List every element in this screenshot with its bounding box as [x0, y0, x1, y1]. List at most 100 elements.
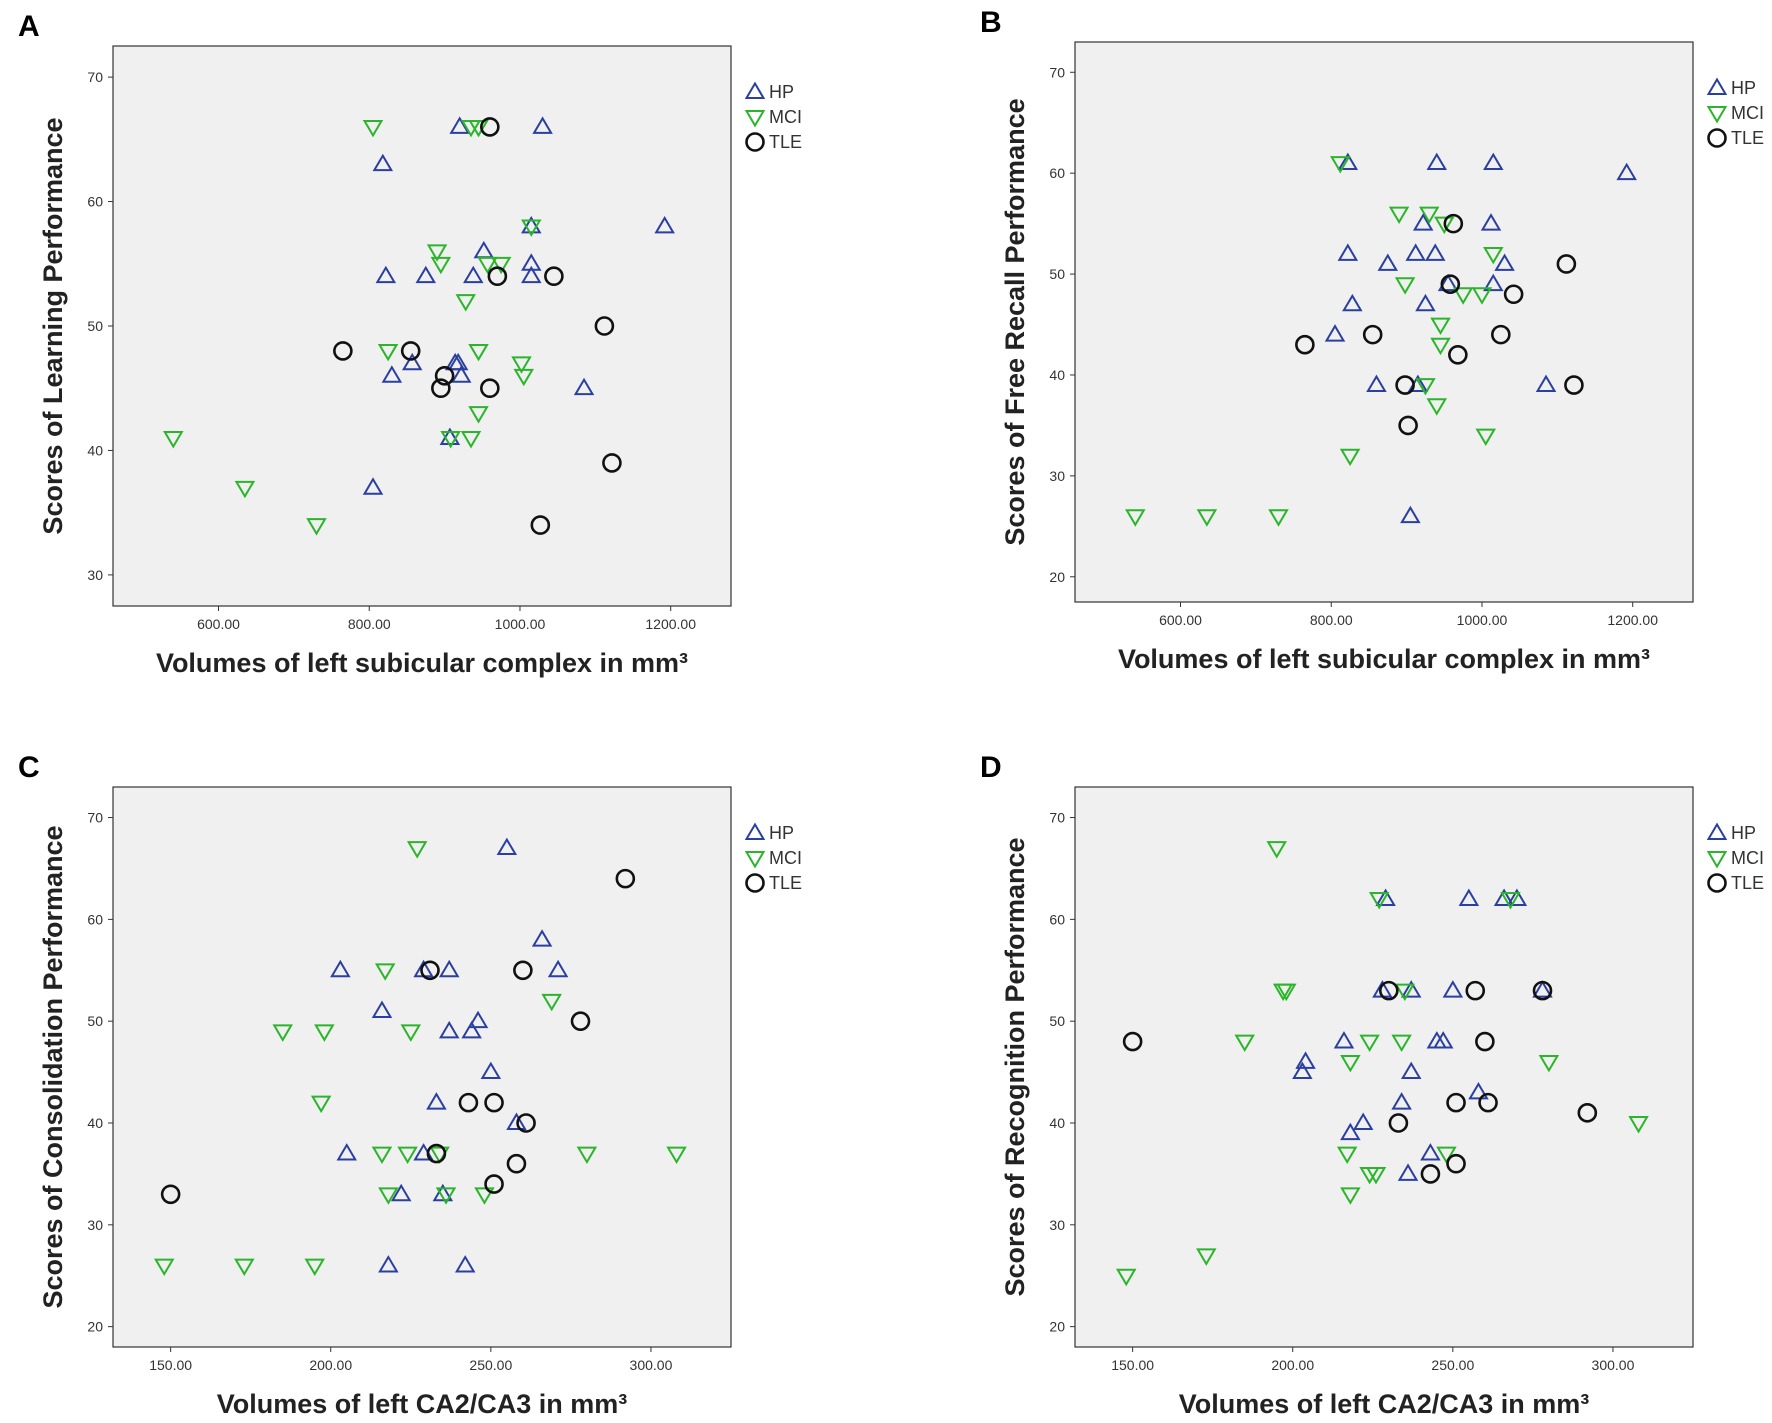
x-tick-label: 300.00: [630, 1357, 673, 1373]
point-hp: [1400, 1061, 1422, 1080]
legend-marker-mci: [1706, 106, 1728, 124]
point-hp: [1493, 888, 1515, 906]
point-mci: [1483, 246, 1504, 265]
point-mci: [272, 1024, 293, 1042]
x-tick-label: 1000.00: [495, 616, 546, 632]
point-hp: [1400, 980, 1422, 998]
legend-marker-hp: [1706, 77, 1728, 95]
point-tle: [1362, 324, 1383, 345]
point-hp: [438, 1020, 460, 1039]
point-hp: [1535, 374, 1557, 393]
point-hp: [1340, 1122, 1361, 1141]
point-hp: [1415, 293, 1436, 312]
point-mci: [153, 1258, 175, 1277]
y-tick-label: 30: [87, 567, 103, 583]
point-hp: [1412, 213, 1434, 231]
point-tle: [1122, 1031, 1143, 1052]
point-tle: [1395, 375, 1415, 395]
point-mci: [1475, 428, 1496, 446]
point-mci: [1196, 509, 1218, 527]
point-tle: [426, 1143, 447, 1164]
x-tick-label: 1000.00: [1457, 612, 1508, 628]
point-hp: [531, 929, 553, 947]
point-hp: [654, 215, 675, 234]
point-hp: [1324, 324, 1346, 342]
point-tle: [1443, 213, 1464, 234]
point-mci: [234, 1258, 255, 1277]
panel-letter: C: [18, 751, 40, 784]
point-mci: [310, 1095, 332, 1114]
legend-label-tle: TLE: [1731, 128, 1764, 148]
point-tle: [160, 1184, 181, 1205]
point-mci: [377, 343, 399, 362]
point-mci: [541, 993, 562, 1012]
legend-marker-tle: [1707, 128, 1727, 148]
point-mci: [378, 1187, 399, 1205]
y-tick-label: 60: [1049, 911, 1065, 927]
point-tle: [602, 453, 622, 473]
point-mci: [1471, 287, 1493, 305]
point-tle: [1491, 324, 1511, 345]
point-mci: [1339, 448, 1361, 467]
point-mci: [1415, 378, 1436, 396]
point-mci: [474, 1187, 495, 1205]
point-tle: [1532, 980, 1553, 1001]
point-tle: [484, 1092, 504, 1113]
x-tick-label: 600.00: [1159, 612, 1202, 628]
point-hp: [521, 215, 542, 234]
point-mci: [468, 343, 489, 362]
point-tle: [458, 1092, 479, 1113]
point-mci: [468, 119, 489, 138]
panel-letter: D: [980, 751, 1002, 784]
point-hp: [454, 1255, 476, 1273]
point-tle: [1448, 344, 1468, 365]
point-mci: [362, 119, 384, 138]
y-tick-label: 20: [87, 1319, 103, 1335]
point-hp: [381, 365, 403, 383]
legend-label-tle: TLE: [769, 132, 802, 152]
point-hp: [449, 116, 470, 134]
point-hp: [1468, 1081, 1489, 1100]
point-mci: [1234, 1034, 1255, 1053]
point-mci: [1434, 216, 1455, 235]
legend-marker-hp: [744, 822, 766, 840]
point-hp: [1458, 888, 1480, 906]
point-tle: [1446, 1153, 1466, 1174]
point-tle: [615, 868, 636, 889]
y-tick-label: 20: [1049, 1319, 1065, 1335]
point-hp: [1483, 152, 1504, 171]
point-hp: [463, 265, 484, 284]
point-hp: [1366, 374, 1387, 393]
point-hp: [521, 253, 542, 271]
x-tick-label: 800.00: [348, 616, 391, 632]
point-hp: [1480, 213, 1502, 231]
panel-letter: B: [980, 6, 1002, 39]
point-mci: [1436, 1146, 1457, 1165]
point-mci: [306, 518, 327, 536]
point-mci: [435, 1187, 457, 1205]
point-hp: [1337, 152, 1359, 171]
point-mci: [1340, 1187, 1361, 1205]
y-tick-label: 30: [1049, 1217, 1065, 1233]
point-hp: [1342, 293, 1363, 312]
point-hp: [1397, 1163, 1419, 1181]
point-mci: [430, 256, 452, 275]
point-hp: [426, 1092, 447, 1110]
point-mci: [374, 963, 396, 981]
x-axis-title: Volumes of left subicular complex in mm³: [1118, 644, 1650, 674]
point-mci: [490, 256, 512, 275]
point-mci: [397, 1146, 418, 1165]
point-mci: [1196, 1248, 1217, 1266]
point-mci: [440, 431, 461, 449]
legend-marker-hp: [1706, 822, 1728, 840]
y-tick-label: 40: [1049, 367, 1065, 383]
legend-marker-tle: [745, 132, 765, 152]
point-tle: [1379, 980, 1399, 1001]
point-hp: [371, 1000, 393, 1018]
x-tick-label: 150.00: [1111, 1357, 1154, 1373]
legend-marker-tle: [745, 873, 765, 893]
point-tle: [434, 365, 455, 386]
point-hp: [1420, 1143, 1441, 1161]
legend-label-mci: MCI: [1731, 103, 1764, 123]
y-tick-label: 40: [87, 442, 103, 458]
